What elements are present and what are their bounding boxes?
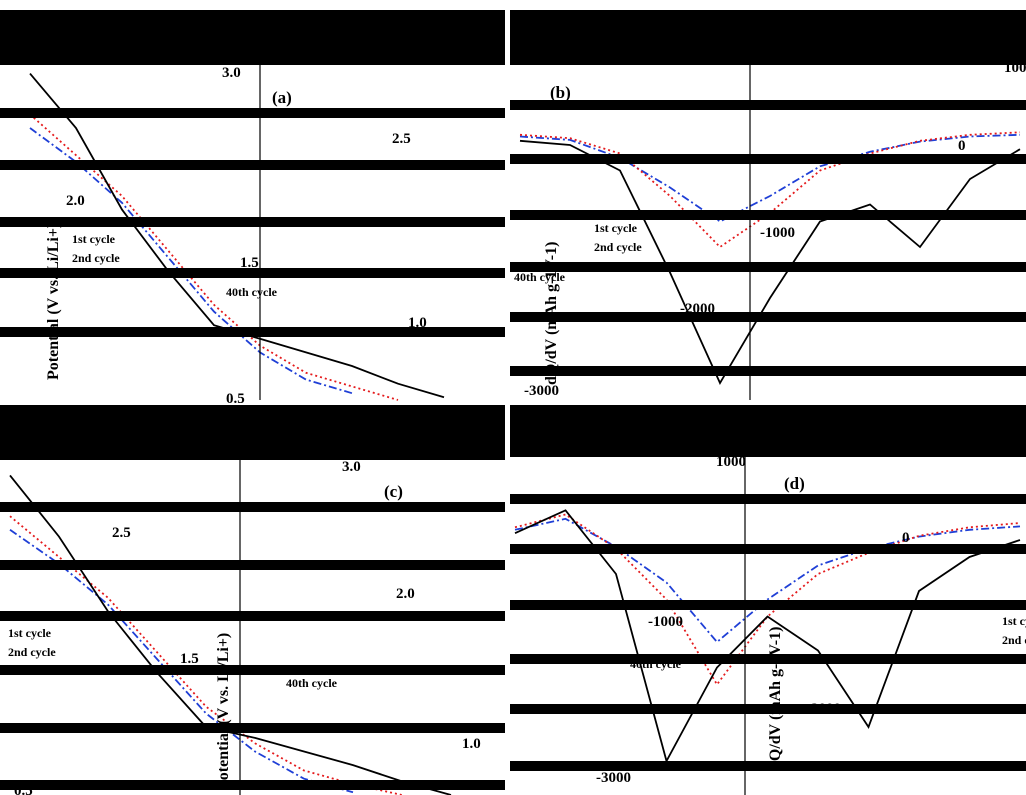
mask-bar-21 bbox=[510, 494, 1026, 504]
y-tick-a-5: 0.5 bbox=[226, 391, 245, 407]
legend-d-1: 2nd cycle bbox=[1002, 633, 1026, 647]
mask-bar-7 bbox=[510, 100, 1026, 110]
mask-bar-1 bbox=[0, 108, 505, 118]
mask-bar-18 bbox=[0, 723, 505, 733]
legend-a-2: 40th cycle bbox=[226, 285, 278, 299]
legend-b-2: 40th cycle bbox=[514, 270, 566, 284]
series-d-3 bbox=[514, 517, 1021, 644]
y-tick-d-2: -1000 bbox=[648, 614, 683, 630]
panel-b: (b) 1000 0 -1000 -2000 -3000 dQ/dV (mAh … bbox=[514, 60, 1026, 399]
mask-bar-6 bbox=[510, 10, 1026, 65]
y-tick-d-4: -3000 bbox=[596, 770, 631, 786]
mask-bar-3 bbox=[0, 217, 505, 227]
mask-bar-24 bbox=[510, 654, 1026, 664]
mask-bar-12 bbox=[510, 366, 1026, 376]
series-b-3 bbox=[519, 133, 1021, 223]
mask-bar-17 bbox=[0, 665, 505, 675]
mask-bar-25 bbox=[510, 704, 1026, 714]
series-b-2 bbox=[519, 131, 1021, 249]
y-tick-b-1: 0 bbox=[958, 138, 966, 154]
y-tick-c-0: 3.0 bbox=[342, 459, 361, 475]
legend-c-2: 40th cycle bbox=[286, 676, 338, 690]
y-tick-a-2: 2.0 bbox=[66, 193, 85, 209]
legend-a-0: 1st cycle bbox=[72, 232, 116, 246]
series-b-1 bbox=[519, 139, 1021, 385]
y-tick-c-2: 2.0 bbox=[396, 586, 415, 602]
mask-bar-0 bbox=[0, 10, 505, 65]
series-c-2 bbox=[9, 515, 403, 795]
y-tick-d-0: 1000 bbox=[716, 454, 746, 470]
legend-a-1: 2nd cycle bbox=[72, 251, 120, 265]
series-c-3 bbox=[9, 529, 354, 794]
legend-c-1: 2nd cycle bbox=[8, 645, 56, 659]
y-tick-c-4: 1.0 bbox=[462, 736, 481, 752]
mask-bar-26 bbox=[510, 761, 1026, 771]
mask-bar-19 bbox=[0, 780, 505, 790]
y-tick-c-3: 1.5 bbox=[180, 651, 199, 667]
panel-label-a: (a) bbox=[272, 88, 292, 107]
mask-bar-14 bbox=[0, 502, 505, 512]
y-tick-d-1: 0 bbox=[902, 530, 910, 546]
mask-bar-20 bbox=[510, 405, 1026, 457]
panel-label-c: (c) bbox=[384, 482, 403, 501]
legend-b-1: 2nd cycle bbox=[594, 240, 642, 254]
y-tick-b-2: -1000 bbox=[760, 225, 795, 241]
y-label-c: Potential (V vs. Li/Li+) bbox=[215, 633, 232, 790]
y-tick-b-4: -3000 bbox=[524, 383, 559, 399]
y-label-d: dQ/dV (mAh g-1V-1) bbox=[767, 627, 784, 770]
legend-b-0: 1st cycle bbox=[594, 221, 638, 235]
legend-c-0: 1st cycle bbox=[8, 626, 52, 640]
mask-bar-22 bbox=[510, 544, 1026, 554]
mask-bar-5 bbox=[0, 327, 505, 337]
mask-bar-4 bbox=[0, 268, 505, 278]
panel-label-d: (d) bbox=[784, 474, 805, 493]
mask-bar-23 bbox=[510, 600, 1026, 610]
mask-bar-16 bbox=[0, 611, 505, 621]
mask-bar-8 bbox=[510, 154, 1026, 164]
mask-bar-2 bbox=[0, 160, 505, 170]
mask-bar-11 bbox=[510, 312, 1026, 322]
y-tick-a-3: 1.5 bbox=[240, 255, 259, 271]
y-tick-a-1: 2.5 bbox=[392, 131, 411, 147]
y-tick-c-1: 2.5 bbox=[112, 525, 131, 541]
panel-label-b: (b) bbox=[550, 83, 571, 102]
mask-bar-13 bbox=[0, 405, 505, 460]
legend-d-0: 1st cycle bbox=[1002, 614, 1026, 628]
y-tick-a-0: 3.0 bbox=[222, 65, 241, 81]
panel-a: (a) 3.0 2.5 2.0 1.5 1.0 0.5 Potential (V… bbox=[29, 65, 445, 407]
mask-bar-15 bbox=[0, 560, 505, 570]
mask-bar-9 bbox=[510, 210, 1026, 220]
mask-bar-10 bbox=[510, 262, 1026, 272]
y-label-a: Potential (V vs. Li/Li+) bbox=[45, 223, 62, 380]
